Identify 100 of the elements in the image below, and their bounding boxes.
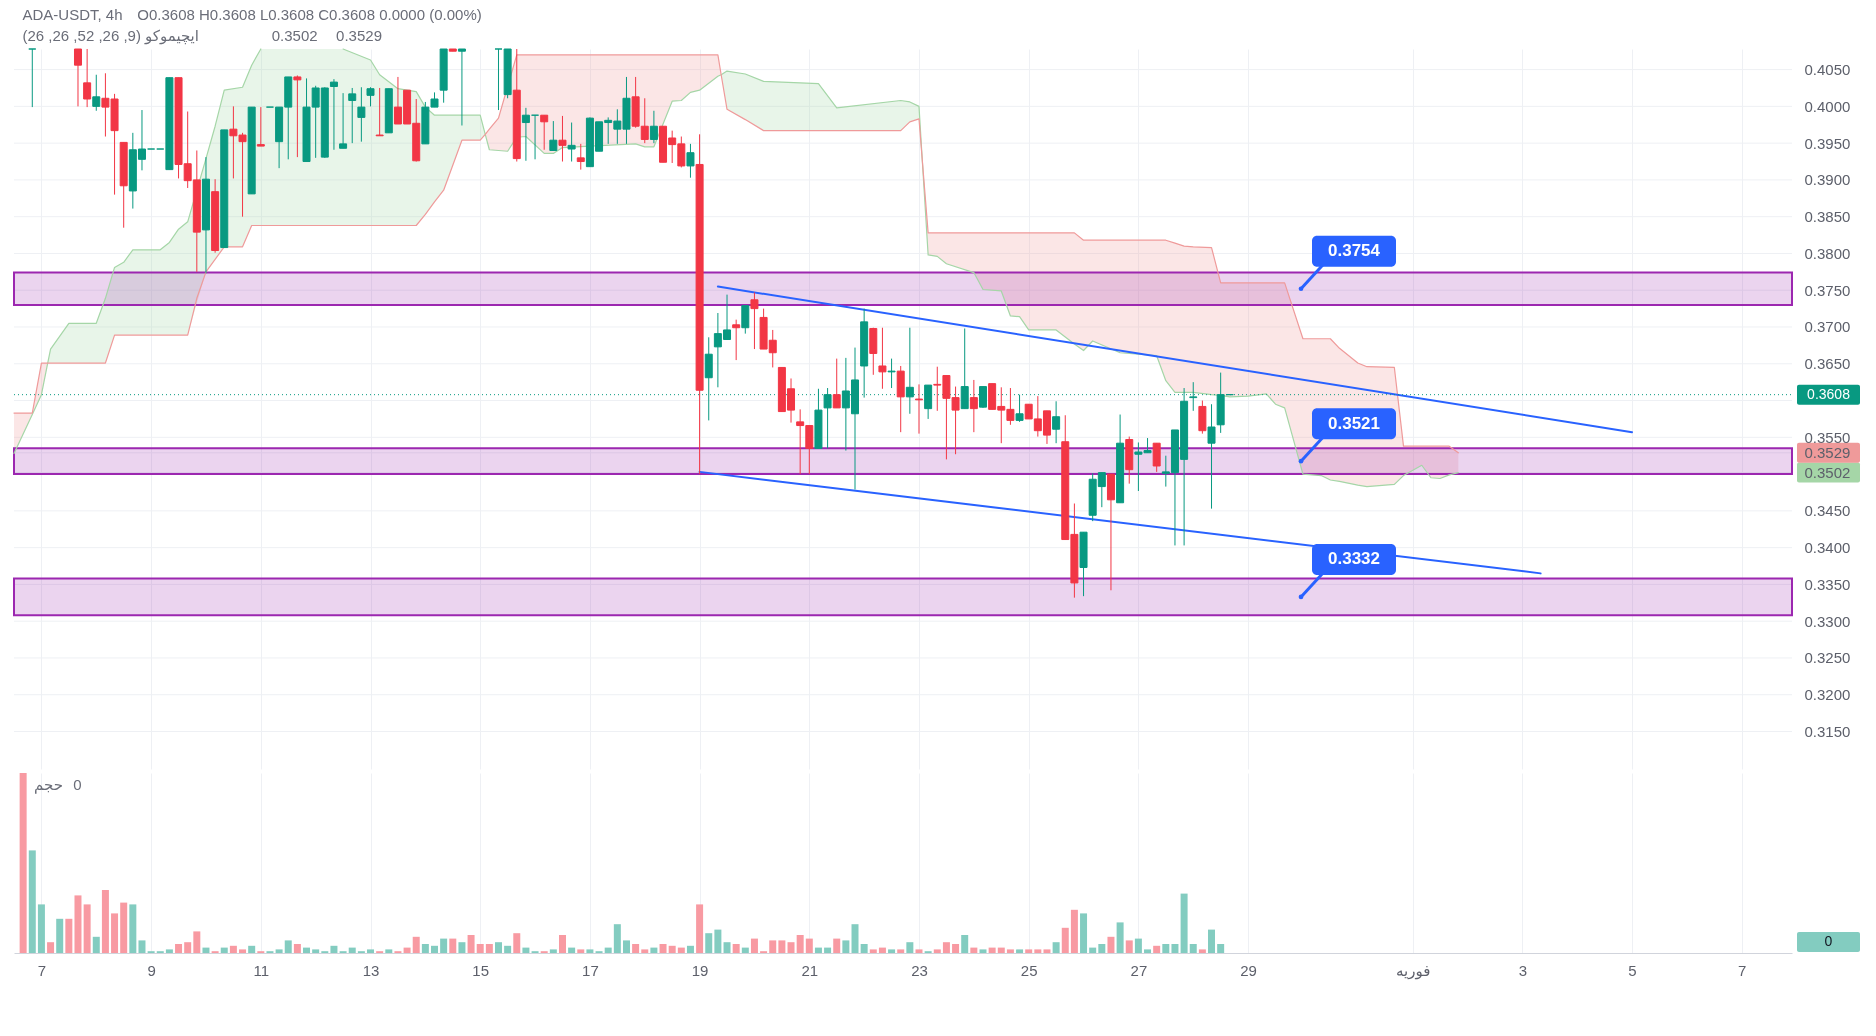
y-tick-label: 0.3450 [1804, 502, 1851, 520]
y-tick-label: 0.3200 [1804, 686, 1851, 704]
bar [1116, 922, 1124, 953]
bar [988, 947, 996, 953]
bar [74, 895, 82, 953]
bar [568, 947, 576, 953]
bar [1171, 944, 1179, 953]
bar [385, 949, 393, 953]
band-label: 0.3332 [1328, 549, 1380, 569]
bar [504, 945, 512, 953]
x-tick-label: 25 [1020, 961, 1038, 979]
bar [952, 944, 960, 953]
bar [814, 947, 822, 953]
bar [421, 944, 429, 953]
bar [467, 935, 475, 953]
bar [888, 949, 896, 953]
bar [805, 938, 813, 953]
bar [897, 949, 905, 953]
bar [284, 940, 292, 953]
y-tick-label: 0.3550 [1804, 428, 1851, 446]
x-tick-label: 15 [472, 961, 490, 979]
bar [696, 904, 704, 953]
bar [458, 942, 466, 953]
bar [83, 904, 91, 953]
annotation: 0 [73, 776, 82, 793]
bar [915, 949, 923, 953]
bar [641, 949, 649, 953]
bar [577, 949, 585, 953]
chart-title: حجم [34, 776, 63, 794]
bar [138, 940, 146, 953]
bar [367, 949, 375, 953]
x-tick-label: 17 [582, 961, 599, 979]
x-tick-label: 3 [1518, 961, 1527, 979]
x-tick-label: 7 [37, 961, 47, 979]
band-label: 0.3754 [1328, 241, 1381, 261]
bar [65, 918, 73, 953]
bar [229, 945, 237, 953]
x-tick-label: 23 [911, 961, 928, 979]
bar [1016, 949, 1024, 953]
y-tick-label: 0.3950 [1804, 134, 1851, 152]
y-tick-label: 0.3250 [1804, 649, 1851, 667]
y-tick-label: 0.3900 [1804, 171, 1851, 189]
bar [732, 944, 740, 953]
bar [293, 944, 301, 953]
bar [412, 936, 420, 953]
y-tick-label: 0.3502 [1804, 464, 1851, 482]
bar [28, 850, 36, 953]
bar [220, 947, 228, 953]
bar [120, 902, 128, 953]
text: O0.3608 H0.3608 L0.3608 C0.3608 0.0000 (0.00%) [137, 6, 482, 23]
bar [869, 949, 877, 953]
text: 0.3529 [336, 27, 382, 44]
bar [622, 940, 630, 953]
bar [1061, 927, 1069, 953]
bar [604, 947, 612, 953]
bar [248, 945, 256, 953]
x-tick-label: 21 [801, 961, 819, 979]
bar [632, 944, 640, 953]
bar [833, 938, 841, 953]
text: 0 [1824, 933, 1833, 949]
bar [796, 935, 804, 953]
bar [906, 942, 914, 953]
bar [1052, 942, 1060, 953]
bar [1025, 949, 1033, 953]
y-tick-label: 0.3800 [1804, 244, 1851, 262]
bar [56, 918, 64, 953]
bar [778, 940, 786, 953]
bar [184, 942, 192, 953]
bar [1080, 913, 1088, 953]
bar [348, 947, 356, 953]
bar [549, 949, 557, 953]
bar [312, 949, 320, 953]
bar [1180, 893, 1188, 953]
bar [659, 944, 667, 953]
ref-line-label: 0.3608 [1807, 385, 1851, 402]
bar [275, 949, 283, 953]
y-tick-label: 0.3650 [1804, 355, 1851, 373]
x-tick-label: 27 [1130, 961, 1148, 979]
bar [787, 942, 795, 953]
y-tick-label: 0.3700 [1804, 318, 1851, 336]
bar [303, 947, 311, 953]
y-tick-label: 0.3150 [1804, 722, 1851, 740]
bar [1217, 944, 1225, 953]
bar [1153, 945, 1161, 953]
bar [476, 944, 484, 953]
x-tick-label: 5 [1628, 961, 1637, 979]
bar [239, 949, 247, 953]
bar [714, 929, 722, 953]
bar [1189, 944, 1197, 953]
y-tick-label: 0.4050 [1804, 61, 1851, 79]
bar [47, 942, 55, 953]
bar [686, 945, 694, 953]
y-tick-label: 0.3400 [1804, 539, 1851, 557]
y-tick-label: 0.3850 [1804, 208, 1851, 226]
x-tick-label: 19 [691, 961, 709, 979]
bar [878, 947, 886, 953]
bar [1098, 944, 1106, 953]
bar [970, 947, 978, 953]
y-tick-label: 0.3529 [1804, 444, 1851, 462]
bar [997, 947, 1005, 953]
